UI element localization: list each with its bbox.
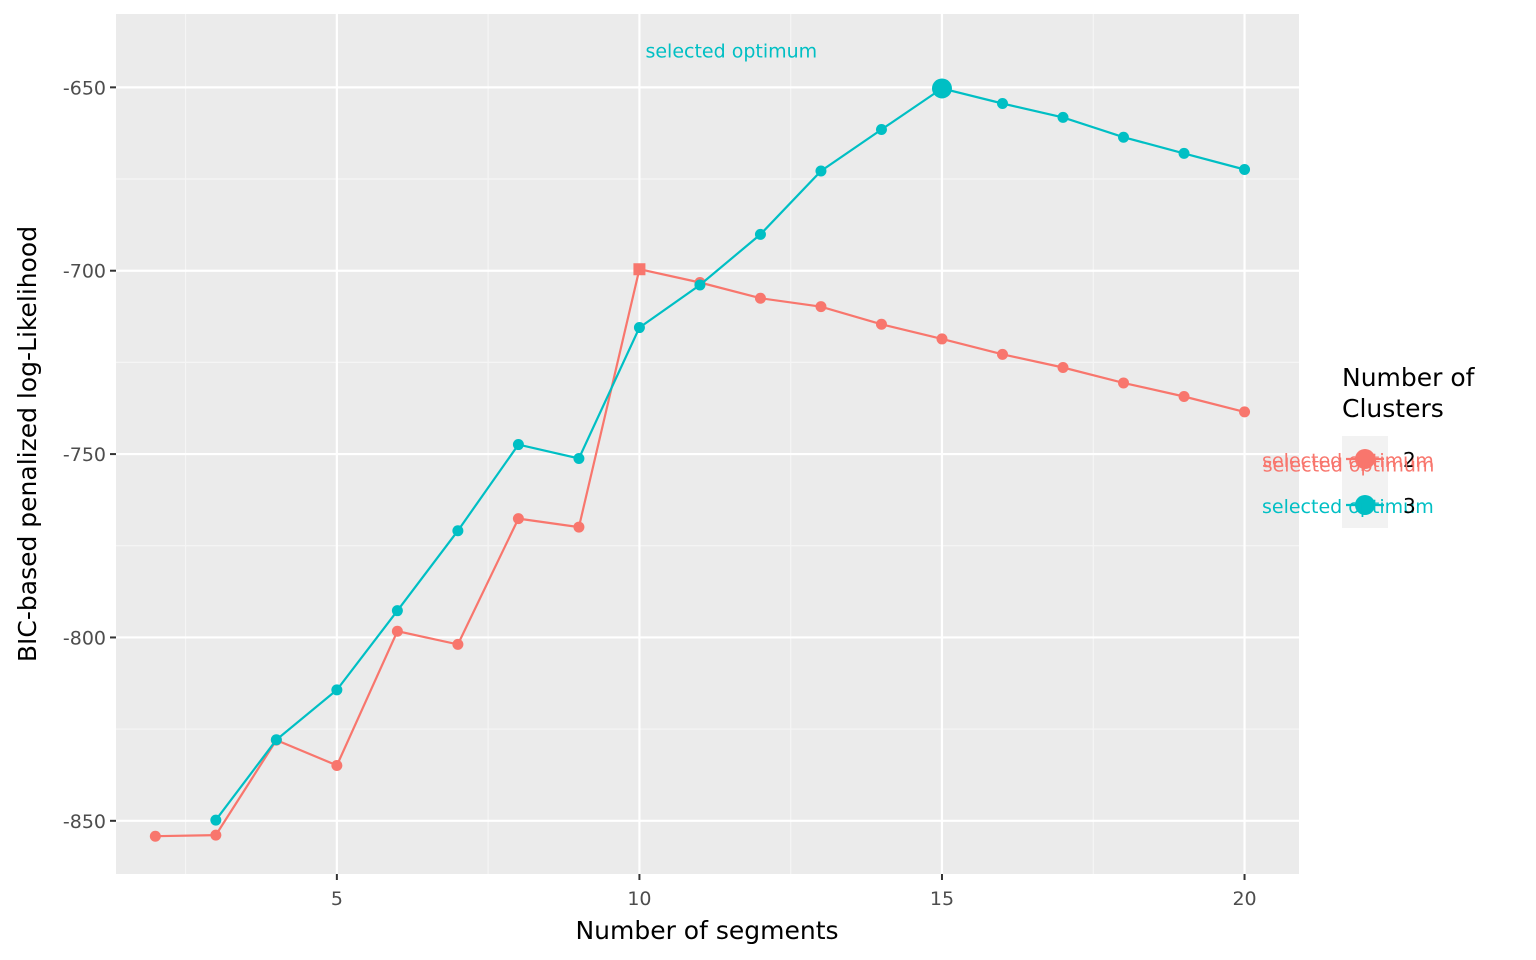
y-tick-label: -700 — [63, 261, 106, 283]
data-point-3 — [694, 279, 706, 291]
data-point-2 — [1178, 391, 1190, 403]
data-point-3 — [1178, 147, 1190, 159]
x-tick-label: 20 — [1232, 888, 1256, 910]
y-tick-label: -650 — [63, 77, 106, 99]
data-point-3 — [573, 452, 585, 464]
legend-key-point — [1355, 449, 1375, 469]
data-point-3 — [391, 605, 403, 617]
data-point-2 — [815, 301, 827, 313]
data-point-2 — [331, 759, 343, 771]
legend-title-line-1: Number of — [1342, 363, 1476, 392]
data-point-2 — [512, 513, 524, 525]
data-point-3 — [815, 165, 827, 177]
data-point-3 — [1239, 163, 1251, 175]
optimum-annotation-2: selected optimum — [1263, 455, 1435, 477]
x-axis-ticks: 5 10 15 20 — [331, 874, 1257, 910]
data-point-3 — [1057, 111, 1069, 123]
x-axis-title: Number of segments — [575, 916, 838, 945]
data-point-3 — [633, 322, 645, 334]
data-point-2 — [996, 348, 1008, 360]
y-tick-label: -800 — [63, 627, 106, 649]
data-point-2 — [452, 638, 464, 650]
legend-label: 3 — [1403, 494, 1416, 518]
data-point-2 — [754, 292, 766, 304]
legend-label: 2 — [1403, 448, 1416, 472]
data-point-3 — [210, 814, 222, 826]
y-tick-label: -750 — [63, 444, 106, 466]
data-point-3 — [875, 124, 887, 136]
legend-key-text: selected optimum — [1262, 450, 1434, 472]
plot-panel — [116, 14, 1299, 874]
legend-key-text: selected optimum — [1262, 496, 1434, 518]
data-point-2 — [875, 318, 887, 330]
y-tick-label: -850 — [63, 811, 106, 833]
data-point-2 — [149, 830, 161, 842]
data-point-3 — [331, 684, 343, 696]
series-line-3 — [214, 87, 1245, 821]
legend-key-point — [1355, 495, 1375, 515]
y-axis-ticks: -850 -800 -750 -700 -650 — [63, 77, 116, 833]
data-point-2 — [1239, 406, 1251, 418]
y-axis-title: BIC-based penalized log-Likelihood — [13, 226, 42, 662]
data-point-2 — [391, 625, 403, 637]
data-point-3 — [996, 97, 1008, 109]
data-point-2 — [1057, 362, 1069, 374]
grid-lines — [116, 14, 1299, 874]
x-tick-label: 10 — [627, 888, 651, 910]
x-tick-label: 15 — [930, 888, 954, 910]
optimum-annotation-3: selected optimum — [645, 41, 817, 63]
series-layer — [149, 78, 1251, 842]
data-point-3 — [1118, 131, 1130, 143]
optimum-marker-2 — [633, 263, 646, 276]
data-point-2 — [210, 829, 222, 841]
data-point-3 — [270, 734, 282, 746]
x-tick-label: 5 — [331, 888, 343, 910]
data-point-3 — [512, 439, 524, 451]
data-point-2 — [573, 521, 585, 533]
data-point-3 — [452, 525, 464, 537]
data-point-3 — [754, 228, 766, 240]
legend-title-line-2: Clusters — [1342, 394, 1444, 423]
data-point-2 — [936, 333, 948, 345]
data-point-2 — [1118, 377, 1130, 389]
optimum-marker-3 — [931, 78, 952, 99]
